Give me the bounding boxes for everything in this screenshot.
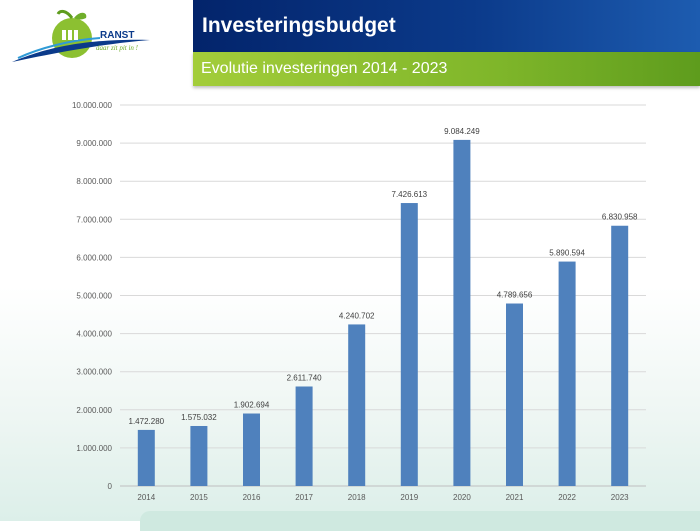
y-tick-label: 4.000.000: [76, 330, 112, 339]
x-tick-label: 2020: [453, 493, 471, 502]
ranst-logo: RANST daar zit pit in !: [0, 0, 190, 80]
data-label: 1.902.694: [234, 401, 270, 410]
bar-2021: [506, 303, 523, 486]
y-tick-label: 2.000.000: [76, 406, 112, 415]
bottom-decoration: [140, 511, 700, 531]
x-tick-label: 2014: [137, 493, 155, 502]
y-tick-label: 6.000.000: [76, 253, 112, 262]
data-label: 6.830.958: [602, 213, 638, 222]
y-tick-label: 8.000.000: [76, 177, 112, 186]
y-tick-label: 9.000.000: [76, 139, 112, 148]
swoosh-shape: [12, 39, 150, 62]
y-tick-label: 5.000.000: [76, 292, 112, 301]
chart-bars: [137, 139, 629, 487]
y-tick-label: 7.000.000: [76, 215, 112, 224]
x-tick-label: 2022: [558, 493, 576, 502]
bar-2023: [611, 225, 629, 487]
bar-2022: [558, 261, 576, 486]
data-label: 2.611.740: [287, 373, 323, 382]
y-tick-label: 3.000.000: [76, 368, 112, 377]
subtitle-bar: Evolutie investeringen 2014 - 2023: [193, 52, 700, 86]
chart-data-labels: 1.472.280 1.575.032 1.902.694 2.611.740 4.24…: [129, 127, 639, 426]
logo-tagline: daar zit pit in !: [96, 44, 139, 52]
chart-gridlines: [120, 104, 646, 487]
logo-text: RANST: [100, 30, 134, 41]
data-label: 4.789.656: [497, 291, 533, 300]
page-title: Investeringsbudget: [202, 14, 396, 37]
x-tick-label: 2018: [348, 493, 366, 502]
y-axis-ticks: 0 1.000.000 2.000.000 3.000.000 4.000.000 5.0…: [72, 101, 113, 491]
x-tick-label: 2019: [400, 493, 418, 502]
data-label: 1.575.032: [181, 413, 217, 422]
bar-2018: [348, 324, 366, 486]
x-axis-ticks: 2014 2015 2016 2017 2018 2019 2020 2021 2022 2023: [137, 493, 629, 502]
y-tick-label: 1.000.000: [76, 444, 112, 453]
bar-2015: [190, 425, 208, 486]
y-tick-label: 10.000.000: [72, 101, 113, 110]
x-tick-label: 2017: [295, 493, 313, 502]
data-label: 4.240.702: [339, 311, 375, 320]
page-subtitle: Evolutie investeringen 2014 - 2023: [201, 60, 448, 77]
bar-2016: [243, 413, 260, 486]
x-tick-label: 2016: [243, 493, 261, 502]
data-label: 7.426.613: [392, 190, 428, 199]
data-label: 9.084.249: [444, 127, 480, 136]
data-label: 5.890.594: [549, 249, 585, 258]
bar-2020: [453, 139, 471, 486]
y-tick-label: 0: [108, 482, 113, 491]
x-tick-label: 2023: [611, 493, 629, 502]
title-bar: Investeringsbudget: [193, 0, 700, 52]
bar-2019: [400, 203, 418, 486]
bar-2014: [137, 429, 155, 486]
bar-2017: [295, 386, 313, 486]
data-label: 1.472.280: [129, 417, 165, 426]
x-tick-label: 2021: [506, 493, 524, 502]
x-tick-label: 2015: [190, 493, 208, 502]
